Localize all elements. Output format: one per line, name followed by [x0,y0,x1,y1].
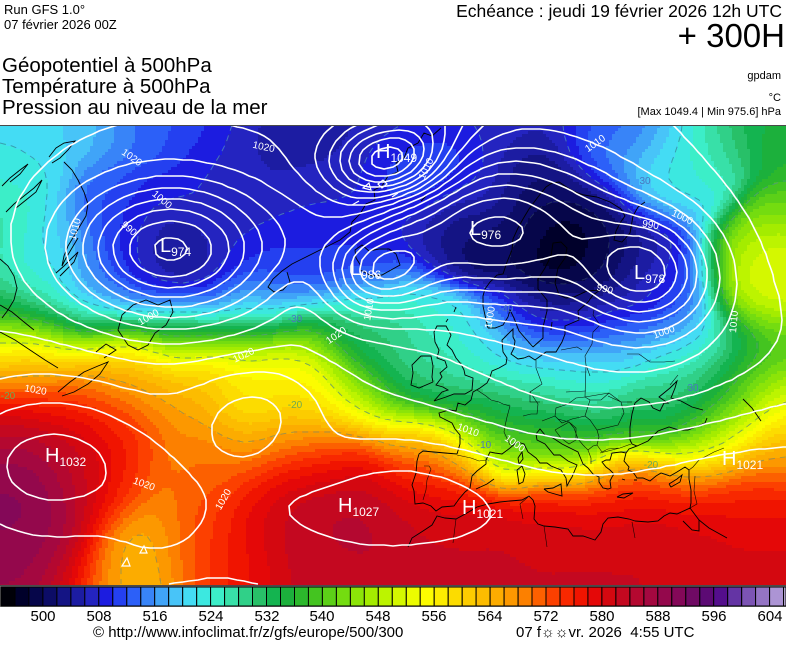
svg-text:990: 990 [641,219,660,233]
svg-text:-20: -20 [1,391,16,402]
svg-text:500: 500 [30,608,55,625]
svg-text:580: 580 [589,608,614,625]
svg-text:540: 540 [309,608,334,625]
svg-text:1020: 1020 [251,140,275,155]
svg-text:H1049: H1049 [376,141,417,165]
svg-text:1010: 1010 [362,297,377,321]
svg-text:572: 572 [533,608,558,625]
svg-text:-40: -40 [499,304,514,315]
svg-text:548: 548 [365,608,390,625]
svg-text:-20: -20 [644,460,659,471]
svg-text:604: 604 [757,608,782,625]
svg-text:516: 516 [142,608,167,625]
svg-text:532: 532 [254,608,279,625]
svg-text:1020: 1020 [24,383,48,398]
svg-text:1010: 1010 [728,310,741,334]
svg-text:-20: -20 [288,400,303,411]
svg-text:508: 508 [86,608,111,625]
svg-text:30: 30 [639,176,651,187]
svg-text:588: 588 [645,608,670,625]
svg-text:30: 30 [687,383,699,394]
svg-text:-30: -30 [288,314,303,325]
svg-text:564: 564 [477,608,502,625]
svg-text:-10: -10 [477,440,492,451]
svg-text:556: 556 [421,608,446,625]
svg-text:524: 524 [198,608,223,625]
svg-text:596: 596 [701,608,726,625]
svg-text:1000: 1000 [483,305,498,329]
svg-text:L976: L976 [470,218,501,242]
svg-text:990: 990 [595,282,614,297]
